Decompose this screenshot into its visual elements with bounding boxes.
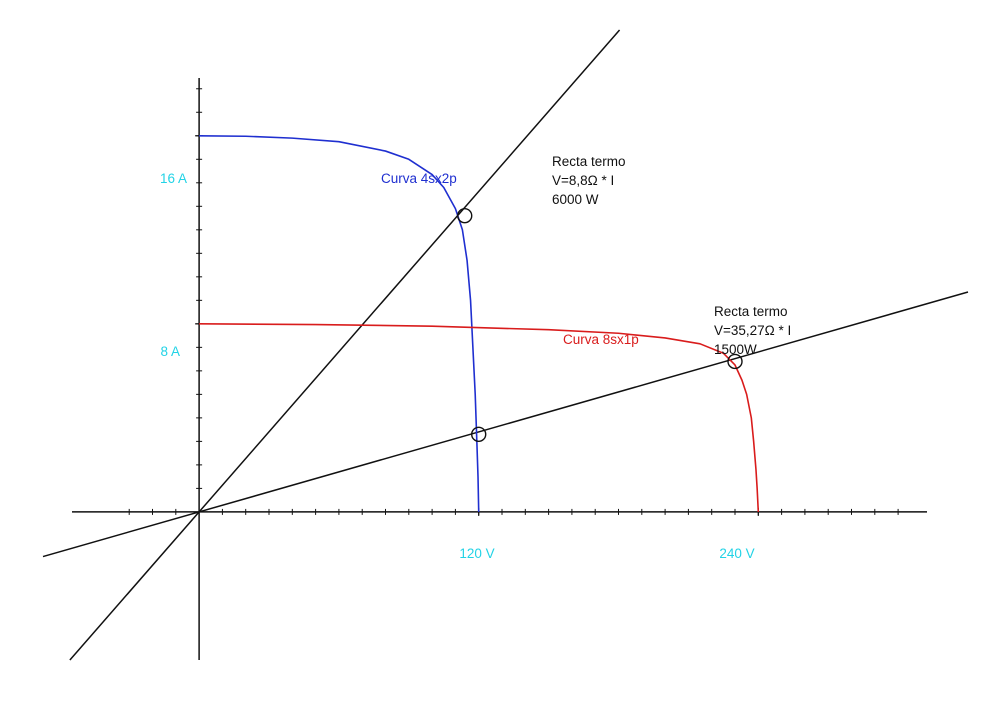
annotation-recta-termo-1500w: Recta termo V=35,27Ω * I 1500W	[714, 304, 791, 357]
operating-point-marker	[471, 426, 487, 443]
x-tick-label-120v: 120 V	[459, 546, 494, 561]
x-tick-label-240v: 240 V	[719, 546, 754, 561]
series-label-4sx2p: Curva 4sx2p	[381, 171, 457, 186]
recta-termo-1500w-line	[42, 291, 969, 558]
operating-points	[457, 208, 743, 443]
annotation-line-1: Recta termo	[552, 154, 626, 169]
resistance-lines	[42, 29, 969, 661]
series	[199, 134, 760, 512]
axes	[72, 78, 927, 660]
annotation-line-3: 1500W	[714, 342, 757, 357]
series-label-8sx1p: Curva 8sx1p	[563, 332, 639, 347]
annotation-line-2: V=8,8Ω * I	[552, 173, 614, 188]
recta-termo-6000w-line	[69, 29, 621, 661]
curve-4sx2p	[199, 134, 480, 512]
annotation-line-2: V=35,27Ω * I	[714, 323, 791, 338]
annotation-line-3: 6000 W	[552, 192, 599, 207]
curve-8sx1p	[199, 323, 760, 512]
annotation-recta-termo-6000w: Recta termo V=8,8Ω * I 6000 W	[552, 154, 626, 207]
y-tick-label-16a: 16 A	[160, 171, 187, 186]
operating-point-marker	[727, 353, 743, 370]
operating-point-marker	[457, 208, 473, 224]
annotation-line-1: Recta termo	[714, 304, 788, 319]
y-tick-label-8a: 8 A	[160, 344, 180, 359]
minor-ticks	[128, 88, 899, 516]
